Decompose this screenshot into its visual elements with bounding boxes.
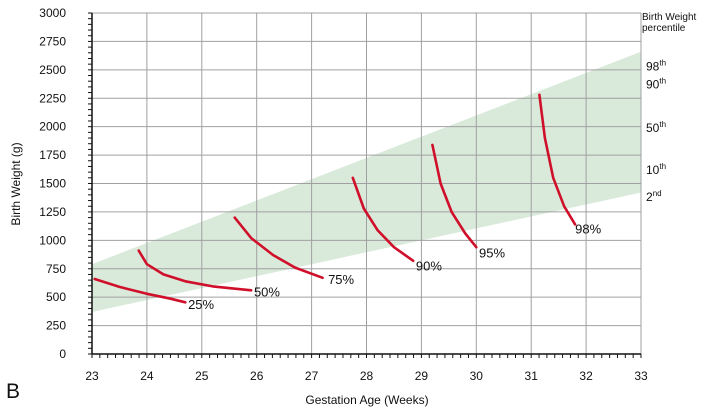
- y-tick-label: 2000: [39, 120, 66, 134]
- curves: 25% 50% 75% 90% 95% 98%: [93, 93, 602, 312]
- curve-label: 98%: [575, 222, 601, 237]
- y-tick-label: 2250: [39, 91, 66, 105]
- x-axis-title: Gestation Age (Weeks): [305, 393, 428, 407]
- curve-label: 25%: [188, 297, 214, 312]
- y-tick-label: 1250: [39, 205, 66, 219]
- y-tick-label: 3000: [39, 6, 66, 20]
- x-tick-label: 28: [360, 369, 374, 383]
- curve-label: 90%: [416, 258, 442, 273]
- percentile-legend: 98th 90th 50th 10th 2nd: [646, 58, 666, 204]
- x-tick-label: 30: [470, 369, 484, 383]
- y-tick-label: 1750: [39, 148, 66, 162]
- x-tick-label: 26: [250, 369, 264, 383]
- axes: [91, 13, 641, 355]
- percentile-label: 10th: [646, 162, 666, 177]
- x-tick-label: 24: [140, 369, 154, 383]
- x-tick-label: 32: [579, 369, 593, 383]
- panel-label: B: [6, 380, 21, 403]
- curve-25pct: [93, 277, 187, 304]
- x-tick-label: 29: [415, 369, 429, 383]
- curve-98pct: [538, 93, 577, 226]
- curve-95pct: [431, 143, 478, 249]
- y-axis-title: Birth Weight (g): [9, 142, 23, 225]
- y-tick-label: 1000: [39, 233, 66, 247]
- x-tick-label: 31: [525, 369, 539, 383]
- percentile-label: 90th: [646, 77, 666, 92]
- y-tick-label: 500: [46, 290, 66, 304]
- x-tick-label: 33: [634, 369, 648, 383]
- y-tick-label: 750: [46, 262, 66, 276]
- curve-label: 50%: [254, 285, 280, 300]
- y-tick-label: 1500: [39, 177, 66, 191]
- tick-labels: 0 250 500 750 1000 1250 1500 1750 2000 2250 2500 27…: [39, 6, 648, 383]
- y-tick-label: 2500: [39, 63, 66, 77]
- curve-75pct: [233, 216, 324, 280]
- percentile-label: 2nd: [646, 189, 662, 204]
- curve-50pct: [137, 249, 253, 292]
- grid: [91, 12, 642, 355]
- curve-90pct: [351, 176, 415, 263]
- curve-label: 95%: [479, 245, 505, 260]
- y-tick-label: 2750: [39, 34, 66, 48]
- x-tick-label: 23: [85, 369, 99, 383]
- y-tick-label: 0: [59, 347, 66, 361]
- percentile-label: 98th: [646, 58, 666, 73]
- legend-title: Birth Weight percentile: [642, 12, 697, 34]
- y-tick-label: 250: [46, 319, 66, 333]
- curve-label: 75%: [328, 272, 354, 287]
- x-tick-label: 25: [195, 369, 209, 383]
- percentile-label: 50th: [646, 120, 666, 135]
- x-tick-label: 27: [305, 369, 319, 383]
